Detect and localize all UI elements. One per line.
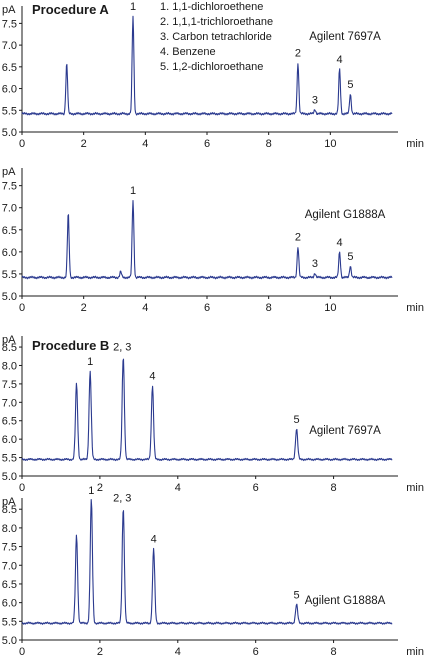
y-tick-label: 7.5 [2,18,17,30]
y-tick-label: 8.0 [2,523,17,535]
x-tick-label: 6 [204,302,210,314]
x-tick-label: 8 [266,138,272,150]
panel-title: Procedure A [32,2,109,17]
x-tick-label: 6 [253,646,259,655]
legend-item: 1. 1,1-dichloroethene [160,1,263,13]
y-tick-label: 5.0 [2,635,17,647]
peak-label: 1 [87,356,93,368]
y-tick-label: 5.5 [2,105,17,117]
x-tick-label: 0 [19,646,25,655]
chromatogram-trace [21,358,393,462]
y-tick-label: 7.0 [2,560,17,572]
chromatogram-panel-3: 5.0 5.5 6.0 6.5 7.0 7.5 8.0 8.5pA 0 2 4 6 8 min 1 2, 3 4… [2,334,424,494]
y-tick-label: 8.5 [2,342,17,354]
peak-label: 1 [88,485,94,497]
peak-label: 4 [337,54,343,66]
y-tick-label: 6.5 [2,225,17,237]
y-tick-label: 7.0 [2,397,17,409]
y-tick-label: 5.0 [2,471,17,483]
y-tick-label: 6.0 [2,247,17,259]
peak-label: 4 [337,237,343,249]
x-tick-label: 0 [19,482,25,494]
y-tick-label: 8.0 [2,360,17,372]
x-unit-label: min [406,646,424,655]
chromatogram-trace [21,15,393,116]
panel-title: Procedure B [32,338,109,353]
instrument-label: Agilent G1888A [305,595,386,607]
y-unit-label: pA [2,334,16,346]
peak-label: 5 [347,79,353,91]
y-unit-label: pA [2,166,16,178]
y-tick-label: 5.5 [2,616,17,628]
legend-item: 2. 1,1,1-trichloroethane [160,16,273,28]
x-tick-label: 2 [81,302,87,314]
peak-label: 5 [294,590,300,602]
chromatogram-panel-1: 5.0 5.5 6.0 6.5 7.0 7.5 pA 0 2 4 6 8 10 min 1 2 3 4 5 Proce… [2,1,424,150]
chromatogram-trace [21,498,393,625]
instrument-label: Agilent G1888A [305,209,386,221]
instrument-label: Agilent 7697A [309,425,381,437]
y-tick-label: 6.5 [2,579,17,591]
peak-label: 3 [312,258,318,270]
peak-label: 2, 3 [113,492,131,504]
x-tick-label: 8 [266,302,272,314]
x-tick-label: 4 [142,302,148,314]
y-tick-label: 6.5 [2,416,17,428]
x-tick-label: 6 [253,482,259,494]
peak-label: 2, 3 [113,341,131,353]
x-tick-label: 10 [324,138,336,150]
y-tick-label: 7.5 [2,542,17,554]
x-tick-label: 2 [97,482,103,494]
peak-label: 2 [295,232,301,244]
legend-item: 5. 1,2-dichloroethane [160,61,263,73]
x-tick-label: 4 [175,646,181,655]
peak-label: 3 [312,94,318,106]
peak-label: 4 [151,533,157,545]
y-tick-label: 5.5 [2,453,17,465]
x-tick-label: 2 [81,138,87,150]
x-tick-label: 0 [19,138,25,150]
y-tick-label: 7.0 [2,40,17,52]
y-tick-label: 7.5 [2,181,17,193]
x-tick-label: 0 [19,302,25,314]
instrument-label: Agilent 7697A [309,31,381,43]
x-tick-label: 4 [142,138,148,150]
x-tick-label: 6 [204,138,210,150]
x-unit-label: min [406,302,424,314]
x-tick-label: 10 [324,302,336,314]
peak-label: 2 [295,47,301,59]
y-unit-label: pA [2,496,16,508]
y-tick-label: 6.0 [2,434,17,446]
chromatogram-trace [21,200,393,280]
legend-item: 3. Carbon tetrachloride [160,31,272,43]
y-tick-label: 7.5 [2,379,17,391]
peak-label: 4 [149,371,155,383]
x-tick-label: 8 [331,482,337,494]
y-tick-label: 7.0 [2,203,17,215]
y-tick-label: 8.5 [2,504,17,516]
y-tick-label: 6.0 [2,84,17,96]
y-tick-label: 5.0 [2,127,17,139]
x-unit-label: min [406,482,424,494]
y-tick-label: 6.0 [2,598,17,610]
y-tick-label: 5.5 [2,269,17,281]
peak-label: 5 [347,251,353,263]
peak-label: 5 [294,414,300,426]
x-tick-label: 8 [331,646,337,655]
peak-label: 1 [130,185,136,197]
x-tick-label: 4 [175,482,181,494]
legend-item: 4. Benzene [160,46,216,58]
y-unit-label: pA [2,4,16,16]
y-tick-label: 5.0 [2,291,17,303]
x-unit-label: min [406,138,424,150]
y-tick-label: 6.5 [2,62,17,74]
x-tick-label: 2 [97,646,103,655]
peak-label: 1 [130,1,136,13]
